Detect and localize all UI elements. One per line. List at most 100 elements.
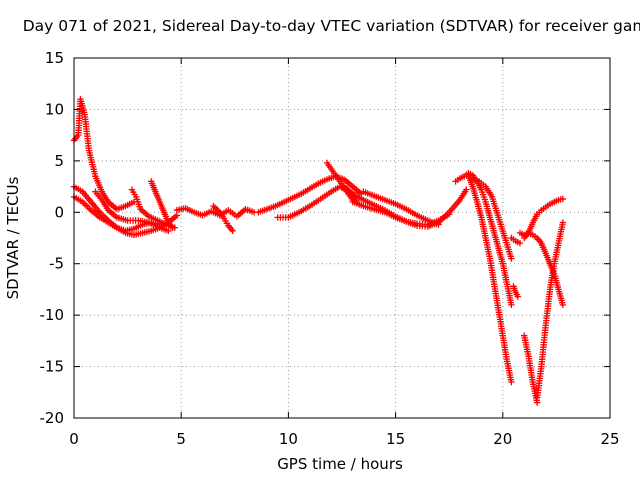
data-point (549, 203, 551, 205)
data-point (101, 199, 103, 201)
data-point (544, 252, 547, 255)
data-point (236, 215, 238, 218)
data-point (472, 178, 474, 181)
data-point (540, 209, 543, 211)
data-point (536, 396, 538, 399)
data-point (544, 206, 547, 208)
data-point (257, 211, 260, 214)
data-point (223, 217, 225, 220)
data-point (124, 205, 127, 207)
data-point (167, 221, 170, 224)
data-point (502, 334, 504, 337)
data-point (330, 168, 333, 170)
data-point (227, 224, 230, 227)
data-point (540, 242, 543, 244)
data-point (405, 220, 408, 223)
data-point (362, 190, 365, 193)
data-point (459, 199, 461, 201)
data-point (384, 211, 386, 214)
data-point (437, 219, 440, 222)
data-point (562, 221, 564, 224)
data-point (298, 211, 300, 214)
series-markers (510, 283, 522, 300)
data-point (193, 211, 195, 214)
data-point (549, 288, 551, 291)
data-point (454, 180, 457, 183)
data-point (506, 360, 508, 363)
data-point (373, 195, 376, 197)
data-point (176, 214, 178, 217)
data-point (504, 237, 506, 239)
data-point (291, 197, 294, 199)
data-point (334, 174, 337, 177)
series-arc-14 (360, 188, 442, 228)
data-point (478, 180, 481, 183)
data-point (512, 285, 515, 288)
data-point (274, 205, 277, 207)
data-point (484, 237, 487, 239)
y-axis-label: SDTVAR / TECUs (4, 176, 22, 299)
data-point (176, 209, 178, 211)
data-point (360, 193, 363, 195)
data-point (491, 196, 493, 198)
data-point (549, 262, 551, 265)
data-point (98, 211, 101, 214)
data-point (405, 208, 408, 210)
data-point (83, 113, 86, 116)
data-point (536, 401, 538, 404)
data-point (159, 201, 161, 203)
data-point (116, 226, 118, 229)
data-point (266, 208, 268, 210)
data-point (107, 209, 110, 211)
data-point (317, 182, 320, 185)
y-tick-label: 0 (54, 203, 64, 221)
chart-title: Day 071 of 2021, Sidereal Day-to-day VTE… (23, 17, 640, 35)
data-point (427, 223, 429, 226)
data-point (497, 216, 500, 219)
data-point (133, 234, 135, 236)
data-point (467, 175, 470, 178)
x-tick-labels: 0 5 10 15 20 25 (69, 430, 619, 448)
x-tick-label: 20 (493, 430, 512, 448)
data-point (171, 226, 174, 229)
data-point (465, 188, 468, 191)
data-point (384, 199, 386, 201)
data-point (309, 187, 311, 190)
series-arc-18 (510, 283, 522, 300)
data-point (351, 201, 354, 203)
data-point (493, 283, 496, 286)
data-point (532, 381, 534, 383)
series-arc-23 (533, 219, 567, 401)
x-tick-label: 25 (600, 430, 619, 448)
data-point (309, 205, 311, 207)
data-point (536, 237, 538, 239)
series-arc-6 (148, 178, 176, 231)
data-point (463, 175, 466, 178)
data-point (502, 262, 504, 265)
data-point (527, 232, 530, 234)
data-point (523, 237, 525, 239)
data-point (497, 309, 500, 311)
series-markers (210, 202, 236, 234)
y-tick-label: 5 (54, 152, 64, 170)
data-point (287, 216, 290, 219)
data-point (184, 207, 187, 209)
data-point (90, 209, 92, 211)
data-point (79, 98, 82, 100)
data-point (150, 230, 152, 232)
data-point (81, 201, 84, 203)
series-arc-9 (255, 173, 365, 216)
data-point (510, 257, 513, 260)
data-point (484, 201, 487, 203)
series-arc-4 (92, 188, 172, 234)
data-point (362, 205, 365, 207)
series-arc-17 (469, 176, 515, 262)
data-point (394, 203, 397, 205)
data-points (70, 95, 567, 406)
data-point (532, 234, 534, 236)
data-point (94, 175, 97, 178)
data-point (544, 324, 547, 327)
data-point (540, 365, 543, 368)
data-point (343, 185, 345, 188)
data-point (98, 216, 101, 219)
